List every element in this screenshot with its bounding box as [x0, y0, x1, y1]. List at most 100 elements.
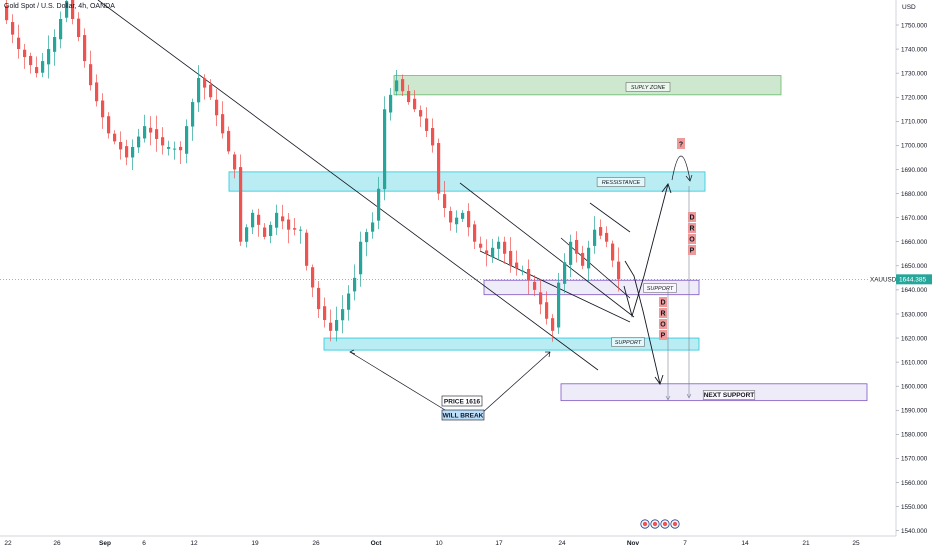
candle-body: [329, 322, 333, 331]
candle-body: [413, 98, 417, 110]
candle-body: [401, 79, 405, 92]
candle-body: [239, 167, 243, 242]
price-1616-arrowhead-left: [349, 349, 356, 355]
candle-body: [377, 188, 381, 221]
candle-body: [551, 318, 555, 331]
candle-body: [467, 211, 471, 228]
price-1616-arrow-left: [349, 351, 451, 414]
candle-body: [389, 94, 393, 113]
will-break-box: [441, 409, 485, 421]
candle-body: [365, 232, 369, 243]
drop-upper-letter: O: [689, 237, 695, 244]
candle-body: [323, 306, 327, 320]
trend-line: [97, 0, 599, 371]
price-tag-box: [896, 274, 932, 285]
candle-body: [17, 37, 21, 50]
candle-body: [587, 247, 591, 269]
candle-body: [155, 129, 159, 139]
candle-body: [497, 241, 501, 249]
candle-body: [269, 224, 273, 237]
time-axis-tick-label: 12: [190, 540, 198, 547]
candle-body: [71, 0, 75, 19]
candle-body: [245, 227, 249, 242]
candle-body: [341, 309, 345, 321]
chart-title: Gold Spot / U.S. Dollar, 4h, OANDA: [4, 3, 115, 10]
drop-upper-letter-box: [688, 245, 696, 255]
candle-body: [557, 282, 561, 328]
time-axis-tick-label: 21: [802, 540, 810, 547]
candle-body: [533, 281, 537, 290]
candle-body: [575, 239, 579, 254]
candle-body: [449, 211, 453, 223]
candle-body: [371, 222, 375, 232]
projection-up-arrowhead: [661, 183, 672, 194]
event-flag-icon-center: [642, 521, 648, 527]
candle-body: [107, 116, 111, 134]
candle-body: [161, 137, 165, 146]
support-mid-label-box: [643, 283, 677, 293]
drop-lower-letter: R: [660, 311, 665, 318]
channel-upper-line: [459, 182, 635, 318]
price-axis-tick-label: 1590.000: [901, 408, 928, 415]
candle-body: [203, 78, 207, 88]
candle-body: [527, 268, 531, 281]
price-tag-value: 1644.385: [899, 277, 926, 284]
price-axis-tick-label: 1680.000: [901, 191, 928, 198]
drop-upper-letter: P: [690, 248, 695, 255]
projection-down-arrowhead: [654, 374, 664, 385]
candle-body: [383, 109, 387, 190]
candle-body: [347, 293, 351, 310]
price-axis-tick-label: 1580.000: [901, 432, 928, 439]
candle-body: [617, 261, 621, 280]
candle-body: [233, 154, 237, 170]
price-axis-tick-label: 1630.000: [901, 311, 928, 318]
candle-body: [305, 232, 309, 266]
candle-body: [431, 128, 435, 146]
candle-body: [65, 0, 69, 18]
channel-lower-line: [479, 250, 631, 323]
candle-body: [11, 22, 15, 35]
next-support-label-box: [702, 390, 756, 400]
drop-lower-letter-box: [659, 297, 667, 307]
candle-body: [605, 232, 609, 242]
price-axis-tick-label: 1750.000: [901, 22, 928, 29]
time-axis-tick-label: Sep: [99, 540, 111, 547]
time-axis-tick-label: Oct: [371, 540, 383, 547]
price-axis-tick-label: 1640.000: [901, 287, 928, 294]
drop-lower-letter: P: [661, 333, 666, 340]
price-axis-tick-label: 1550.000: [901, 504, 928, 511]
time-axis-tick-label: 26: [312, 540, 320, 547]
candle-body: [359, 241, 363, 275]
question-label: ?: [679, 142, 683, 149]
event-flag-icon-center: [672, 521, 678, 527]
drop-lower-letter-box: [659, 308, 667, 318]
price-tag-symbol-box: [868, 274, 896, 285]
candle-body: [479, 243, 483, 248]
candle-body: [125, 146, 129, 158]
candle-body: [563, 262, 567, 284]
price-axis-currency: USD: [902, 4, 916, 11]
support-mid-label: SUPPORT: [647, 286, 674, 292]
candle-body: [95, 82, 99, 102]
candle-body: [311, 267, 315, 288]
time-axis-tick-label: 14: [741, 540, 749, 547]
price-axis-tick-label: 1690.000: [901, 167, 928, 174]
candle-body: [473, 224, 477, 242]
candle-body: [89, 64, 93, 86]
support-low-label: SUPPORT: [615, 340, 642, 346]
time-axis-tick-label: 22: [4, 540, 12, 547]
candle-body: [149, 127, 153, 133]
candle-body: [197, 77, 201, 103]
supply-zone: [393, 75, 782, 96]
candle-body: [407, 91, 411, 103]
candle-body: [41, 61, 45, 73]
price-axis-tick-label: 1600.000: [901, 384, 928, 391]
will-break-label: WILL BREAK: [443, 413, 484, 420]
candle-body: [425, 118, 429, 131]
candle-body: [29, 55, 33, 66]
candle-body: [545, 302, 549, 319]
candle-body: [599, 227, 603, 236]
candles: [5, 0, 621, 342]
candle-body: [209, 84, 213, 98]
